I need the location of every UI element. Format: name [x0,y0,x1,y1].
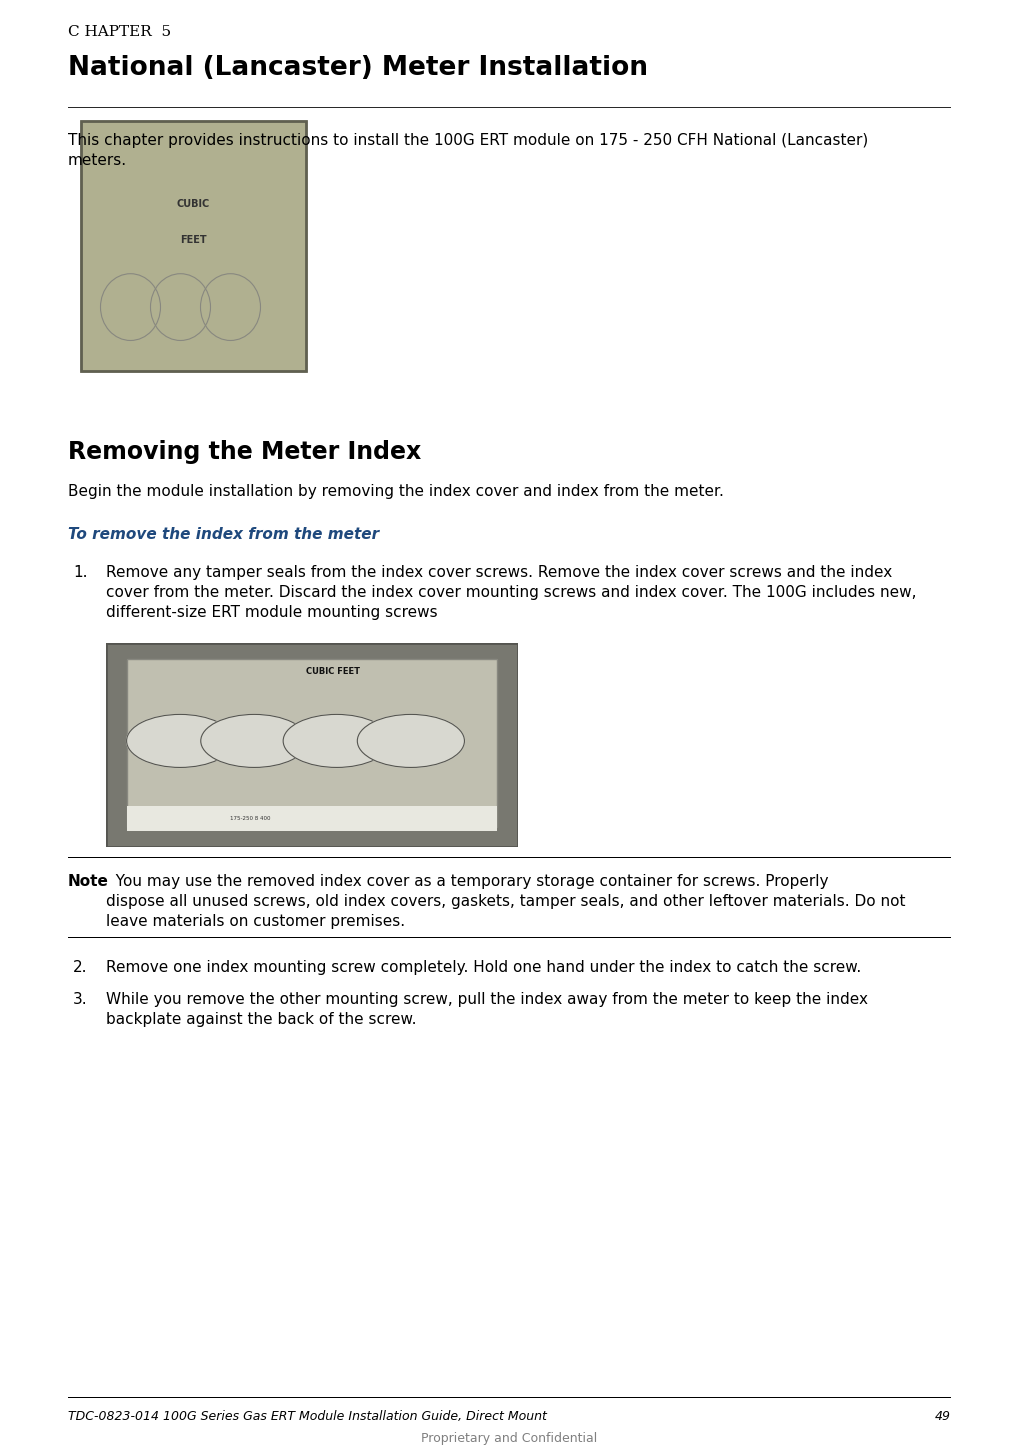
Text: Removing the Meter Index: Removing the Meter Index [68,441,421,464]
Text: 1.: 1. [73,566,88,580]
Bar [126,659,497,827]
Text: TDC-0823-014 100G Series Gas ERT Module Installation Guide, Direct Mount: TDC-0823-014 100G Series Gas ERT Module … [68,1410,547,1423]
Text: CUBIC: CUBIC [176,199,210,209]
Text: 49: 49 [935,1410,951,1423]
Bar [126,806,497,830]
Text: National (Lancaster) Meter Installation: National (Lancaster) Meter Installation [68,55,648,81]
Text: Begin the module installation by removing the index cover and index from the met: Begin the module installation by removin… [68,484,723,499]
Text: C HAPTER  5: C HAPTER 5 [68,25,171,39]
Text: CUBIC FEET: CUBIC FEET [306,667,360,676]
Circle shape [358,714,465,768]
Text: 3.: 3. [73,992,88,1008]
Text: This chapter provides instructions to install the 100G ERT module on 175 - 250 C: This chapter provides instructions to in… [68,132,868,167]
Circle shape [283,714,390,768]
Text: While you remove the other mounting screw, pull the index away from the meter to: While you remove the other mounting scre… [106,992,868,1027]
Text: FEET: FEET [179,236,206,246]
Circle shape [201,714,308,768]
Text: You may use the removed index cover as a temporary storage container for screws.: You may use the removed index cover as a… [106,874,906,929]
Circle shape [126,714,233,768]
Text: Proprietary and Confidential: Proprietary and Confidential [422,1432,597,1445]
Text: Remove one index mounting screw completely. Hold one hand under the index to cat: Remove one index mounting screw complete… [106,960,861,976]
Text: 2.: 2. [73,960,88,976]
Text: 175-250 8 400: 175-250 8 400 [230,816,270,822]
Text: Note: Note [68,874,109,888]
Text: To remove the index from the meter: To remove the index from the meter [68,526,379,542]
Text: Remove any tamper seals from the index cover screws. Remove the index cover scre: Remove any tamper seals from the index c… [106,566,916,619]
